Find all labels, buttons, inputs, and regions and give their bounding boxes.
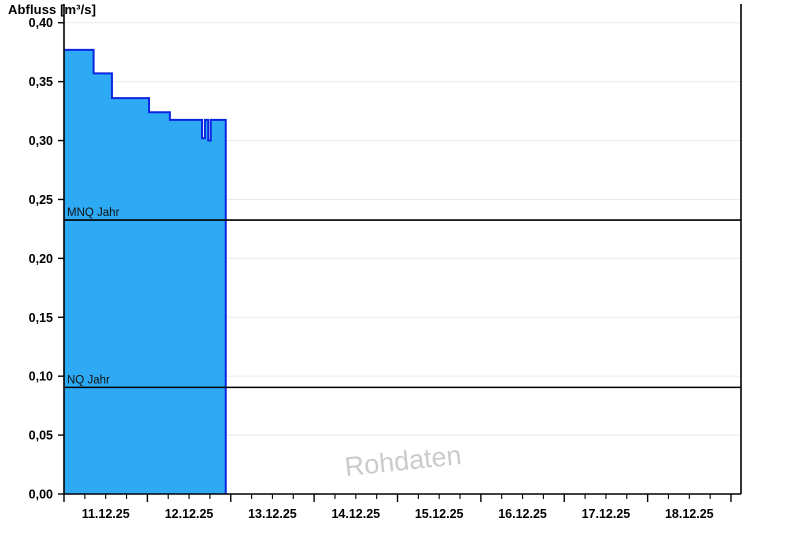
x-tick-label: 16.12.25 — [498, 507, 547, 521]
reference-line-label: NQ Jahr — [67, 374, 110, 386]
y-axis-title: Abfluss [m³/s] — [8, 2, 97, 17]
axes-group — [63, 4, 742, 495]
rohdaten-watermark: Rohdaten — [343, 440, 463, 482]
series-layer — [64, 48, 227, 495]
y-tick-label: 0,00 — [29, 488, 53, 502]
x-tick-label: 18.12.25 — [665, 507, 714, 521]
x-tick-label: 15.12.25 — [415, 507, 464, 521]
x-tick-label: 12.12.25 — [165, 507, 214, 521]
y-tick-label: 0,25 — [29, 193, 53, 207]
y-tick-label: 0,15 — [29, 311, 53, 325]
y-tick-label: 0,05 — [29, 429, 53, 443]
reference-lines-group: MNQ Jahr NQ Jahr — [64, 207, 741, 389]
reference-line-label: MNQ Jahr — [67, 207, 120, 219]
y-axis-ticks: 0,00 0,05 0,10 0,15 0,20 0,25 0,30 0,35 0,40 — [29, 16, 64, 502]
gridlines-group — [64, 22, 741, 436]
y-tick-label: 0,20 — [29, 252, 53, 266]
x-tick-label: 17.12.25 — [582, 507, 631, 521]
series-area-fill — [64, 49, 226, 495]
x-tick-label: 11.12.25 — [82, 507, 130, 521]
x-tick-label: 13.12.25 — [248, 507, 297, 521]
y-tick-label: 0,30 — [29, 134, 53, 148]
y-tick-label: 0,10 — [29, 370, 53, 384]
y-tick-label: 0,40 — [29, 16, 53, 30]
series-step-line — [64, 48, 227, 494]
x-axis-ticks: 11.12.25 12.12.25 13.12.25 14.12.25 15.12.25… — [63, 494, 732, 521]
y-tick-label: 0,35 — [29, 75, 53, 89]
x-tick-label: 14.12.25 — [331, 507, 380, 521]
